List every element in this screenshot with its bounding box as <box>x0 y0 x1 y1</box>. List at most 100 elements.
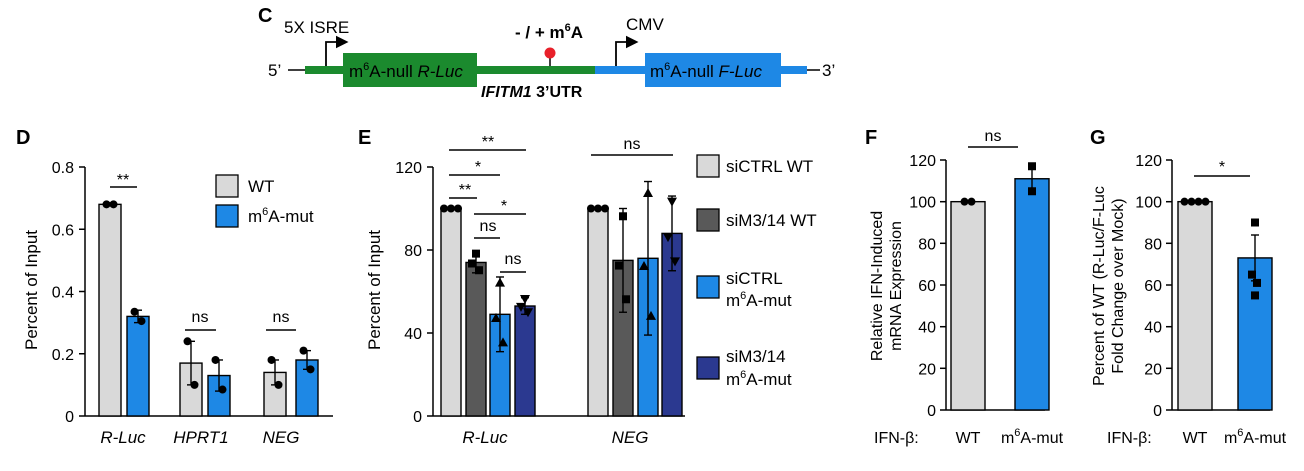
g-tick-label-3: 60 <box>1144 278 1162 295</box>
d-hprt1-mut-point-0 <box>211 355 220 364</box>
e-tick-label-3: 120 <box>395 160 422 177</box>
g-tick-label-0: 0 <box>1153 403 1162 420</box>
cmv-label: CMV <box>626 15 664 34</box>
e-legend-swatch-4 <box>696 356 720 380</box>
e-neg-series-4-point-0 <box>667 197 677 207</box>
isre-label: 5X ISRE <box>284 18 349 37</box>
isre-promoter-arrow <box>325 35 349 66</box>
d-r-luc-wt-point-0 <box>102 200 111 209</box>
g-mut-point-0 <box>1251 218 1259 227</box>
m6a-toggle-label: - / + m6A <box>515 22 583 42</box>
e-legend-1: siCTRL WT <box>726 157 813 176</box>
rluc-box-label: m6A-null R-Luc <box>349 61 463 81</box>
e-neg-series-2-point-1 <box>615 261 623 270</box>
f-y-axis-label-1: Relative IFN-Induced <box>869 211 886 361</box>
e-category-rluc: R-Luc <box>462 428 508 447</box>
e-neg-series-1-point-2 <box>601 204 609 213</box>
e-r-luc-series-3-point-0 <box>495 277 505 287</box>
f-mut-point-0 <box>1028 162 1036 171</box>
g-sig: * <box>1219 159 1225 176</box>
e-r-luc-series-4-point-0 <box>520 294 530 304</box>
e-r-luc-series-2-point-1 <box>468 259 476 268</box>
f-tick-label-4: 80 <box>918 236 936 253</box>
fluc-box <box>645 53 781 87</box>
g-wt-point-3 <box>1201 197 1210 206</box>
g-category-mut: m6A-mut <box>1224 427 1287 447</box>
g-wt-point-2 <box>1194 197 1203 206</box>
e-r-luc-series-3-point-1 <box>491 313 501 323</box>
d-r-luc-mut-bar <box>126 315 150 417</box>
e-category-neg: NEG <box>612 428 649 447</box>
d-legend: WT m6A-mut <box>215 174 314 228</box>
e-legend-swatch-2 <box>696 208 720 232</box>
g-tick-label-5: 100 <box>1135 195 1162 212</box>
e-y-axis-label: Percent of Input <box>365 230 384 350</box>
e-y-ticks: 0 40 80 120 <box>395 160 433 426</box>
g-mut-point-2 <box>1253 278 1261 287</box>
e-significance: ** * ** ns * ns ns <box>449 134 673 273</box>
e-neg-series-1-bar <box>587 207 609 417</box>
e-r-luc-series-1-point-2 <box>454 204 462 213</box>
d-neg-wt-point-0 <box>267 355 276 364</box>
e-legend-swatch-3 <box>696 275 720 299</box>
g-bars <box>1177 197 1273 411</box>
e-neg-series-3-point-2 <box>646 310 656 320</box>
f-wt-point-0 <box>960 197 969 206</box>
d-hprt1-wt-point-1 <box>190 380 199 389</box>
d-r-luc-wt-point-1 <box>109 200 118 209</box>
d-neg-wt-point-1 <box>274 380 283 389</box>
g-tick-label-4: 80 <box>1144 236 1162 253</box>
f-tick-label-0: 0 <box>927 403 936 420</box>
fluc-box-label: m6A-null F-Luc <box>650 61 762 81</box>
e-sig-3: ** <box>459 182 471 199</box>
e-r-luc-series-3-point-2 <box>498 337 508 347</box>
f-category-wt: WT <box>956 430 981 447</box>
panel-letter-f: F <box>865 127 877 149</box>
e-legend-swatch-1 <box>696 154 720 178</box>
e-r-luc-series-4-point-1 <box>516 302 526 312</box>
g-wt-point-1 <box>1187 197 1196 206</box>
panel-letter-e: E <box>358 127 371 149</box>
f-tick-label-5: 100 <box>909 195 936 212</box>
d-category-hprt1: HPRT1 <box>173 428 228 447</box>
f-tick-label-1: 20 <box>918 361 936 378</box>
d-significance: ** ns ns <box>110 172 296 331</box>
panel-f: F Relative IFN-Induced mRNA Expression 0… <box>865 127 1064 447</box>
e-r-luc-series-2-point-0 <box>472 249 480 258</box>
d-neg-mut-point-0 <box>299 346 308 355</box>
panel-letter-d: D <box>16 127 30 149</box>
e-r-luc-series-4-bar <box>514 305 536 417</box>
d-legend-mut-swatch <box>215 204 239 228</box>
three-prime-label: 3’ <box>822 61 835 80</box>
d-hprt1-wt-point-0 <box>183 337 192 346</box>
e-legend-3-line2: m6A-mut <box>726 290 792 310</box>
e-neg-series-4-point-2 <box>670 257 680 267</box>
d-y-axis-label: Percent of Input <box>22 230 41 350</box>
e-r-luc-series-1-point-1 <box>447 204 455 213</box>
f-tick-label-6: 120 <box>909 153 936 170</box>
d-tick-label-1: 0.2 <box>52 347 74 364</box>
g-ifn-label: IFN-β: <box>1107 430 1152 447</box>
e-legend-3-line1: siCTRL <box>726 269 783 288</box>
f-wt-point-1 <box>967 197 976 206</box>
g-wt-point-0 <box>1180 197 1189 206</box>
d-tick-label-3: 0.6 <box>52 222 74 239</box>
g-wt-bar <box>1177 200 1213 411</box>
d-tick-label-4: 0.8 <box>52 160 74 177</box>
d-bars <box>98 200 319 417</box>
e-legend-4-line1: siM3/14 <box>726 347 786 366</box>
d-sig-1: ** <box>117 172 129 189</box>
e-neg-series-2-point-0 <box>619 212 627 221</box>
g-tick-label-1: 20 <box>1144 361 1162 378</box>
d-category-rluc: R-Luc <box>100 428 146 447</box>
f-tick-label-2: 40 <box>918 320 936 337</box>
d-hprt1-mut-point-1 <box>218 385 227 394</box>
e-sig-1: ** <box>482 134 494 151</box>
e-neg-series-3-point-1 <box>639 260 649 270</box>
e-legend: siCTRL WT siM3/14 WT siCTRL m6A-mut siM3… <box>696 154 817 389</box>
d-r-luc-mut-point-0 <box>130 307 139 316</box>
panel-letter-g: G <box>1090 127 1106 149</box>
g-category-wt: WT <box>1183 430 1208 447</box>
f-mut-bar <box>1014 178 1050 411</box>
